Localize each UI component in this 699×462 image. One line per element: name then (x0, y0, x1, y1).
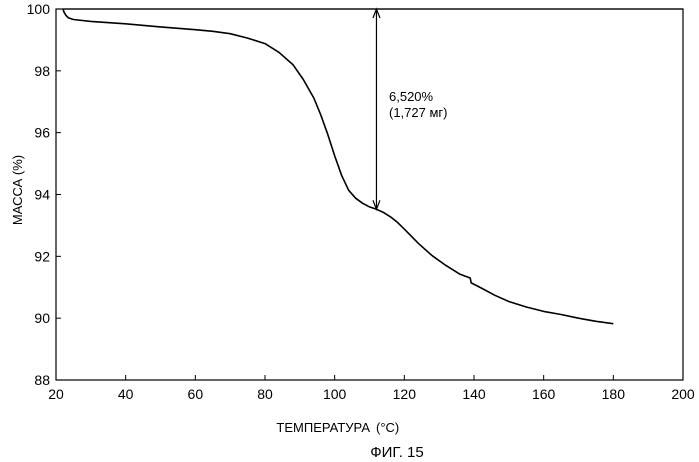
plot-frame (55, 8, 684, 381)
annotation-layer (372, 7, 381, 211)
x-tick-label: 160 (532, 386, 556, 402)
figure-caption: ФИГ. 15 (370, 444, 424, 461)
y-tick-label: 100 (27, 1, 51, 17)
y-tick-label: 98 (34, 63, 50, 79)
y-tick-label: 90 (34, 310, 50, 326)
x-tick-label: 60 (188, 386, 204, 402)
y-tick-label: 88 (34, 372, 50, 388)
y-tick-label: 94 (34, 187, 50, 203)
x-tick-label: 80 (257, 386, 273, 402)
x-tick-label: 40 (118, 386, 134, 402)
x-tick-label: 20 (48, 386, 64, 402)
x-axis-title: ТЕМПЕРАТУРА (276, 420, 370, 435)
x-tick-label: 140 (462, 386, 486, 402)
annotation-mass-label: (1,727 мг) (389, 105, 447, 120)
x-tick-label: 200 (671, 386, 695, 402)
annotation-percent-label: 6,520% (389, 89, 434, 104)
x-axis-unit: (°C) (376, 420, 399, 435)
y-tick-label: 96 (34, 125, 50, 141)
x-tick-label: 120 (393, 386, 417, 402)
x-tick-label: 180 (602, 386, 626, 402)
plot-layer (55, 8, 684, 381)
x-tick-label: 100 (323, 386, 347, 402)
y-axis-title: МАССА (%) (10, 155, 25, 225)
tick-layer: 20 40 60 80 100 120 140 160 180 200 88 90 92 94 96 98 10… (27, 1, 695, 402)
annotation-arrowhead-top (372, 7, 381, 19)
annotation-arrowhead-bottom (372, 200, 381, 211)
mass-curve (62, 8, 614, 325)
y-tick-label: 92 (34, 248, 50, 264)
